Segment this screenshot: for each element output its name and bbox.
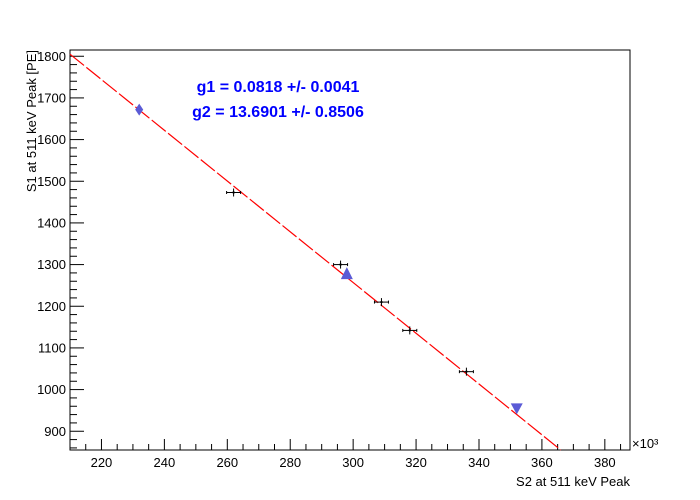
x-tick-label: 300 [342, 455, 364, 470]
data-point-errorbar [373, 298, 389, 307]
data-point-errorbar [458, 367, 474, 376]
ticks: 900 1000 1100 1200 1300 1400 1500 1600 1700 1800 2… [37, 49, 622, 470]
y-tick-label: 1600 [37, 132, 66, 147]
x-tick-label: 220 [91, 455, 113, 470]
fit-line-group [69, 53, 562, 451]
y-tick-label: 900 [44, 424, 66, 439]
plot-frame [69, 49, 631, 451]
data-points [135, 103, 523, 415]
fit-g1-label: g1 = 0.0818 +/- 0.0041 [197, 79, 360, 96]
fit-g2-label: g2 = 13.6901 +/- 0.8506 [192, 104, 364, 121]
y-tick-label: 1500 [37, 174, 66, 189]
x-tick-label: 380 [594, 455, 616, 470]
y-tick-label: 1000 [37, 382, 66, 397]
x-tick-label: 240 [154, 455, 176, 470]
fit-line [69, 53, 562, 451]
y-tick-label: 1200 [37, 299, 66, 314]
data-point-triangle-down [510, 403, 523, 415]
x-axis-title: S2 at 511 keV Peak [516, 474, 630, 489]
data-point-triangle-up [340, 267, 353, 280]
y-tick-label: 1300 [37, 257, 66, 272]
x-axis-multiplier: ×10³ [632, 436, 659, 451]
data-point-errorbar [333, 260, 349, 269]
x-tick-label: 280 [279, 455, 301, 470]
y-tick-label: 1700 [37, 90, 66, 105]
y-tick-label: 1100 [38, 340, 66, 355]
y-tick-label: 1400 [37, 215, 66, 230]
x-tick-label: 360 [531, 455, 553, 470]
data-point-errorbar [402, 326, 418, 335]
data-point-errorbar [226, 188, 242, 197]
y-axis-title: S1 at 511 keV Peak [PE] [24, 50, 39, 192]
x-tick-label: 260 [216, 455, 238, 470]
x-tick-label: 320 [405, 455, 427, 470]
y-tick-label: 1800 [37, 49, 66, 64]
x-tick-label: 340 [468, 455, 490, 470]
data-point-diamond [135, 103, 144, 116]
